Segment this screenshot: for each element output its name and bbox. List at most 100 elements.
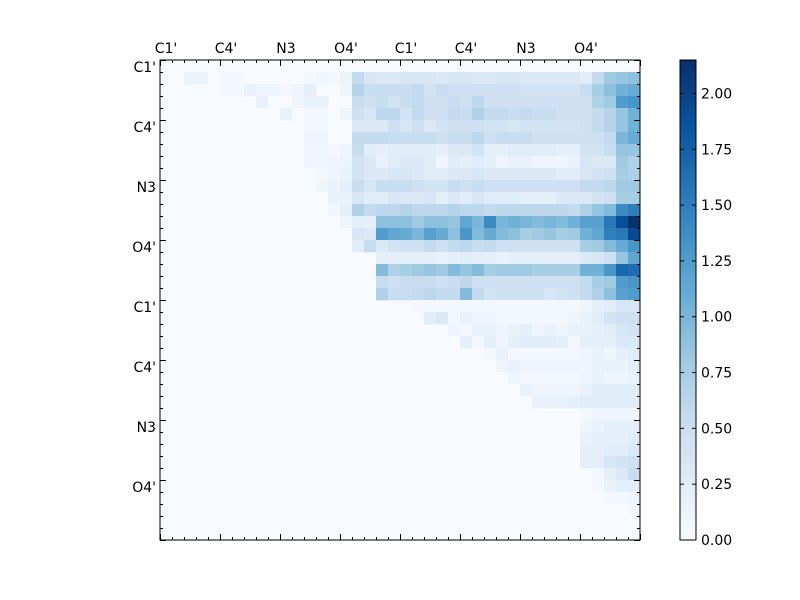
heatmap-cell	[472, 108, 485, 121]
heatmap-cell	[388, 84, 401, 97]
heatmap-cell	[184, 72, 197, 85]
heatmap-cell	[424, 276, 437, 289]
heatmap-cell	[364, 192, 377, 205]
heatmap-cell	[436, 168, 449, 181]
heatmap-cell	[604, 180, 617, 193]
heatmap-cell	[304, 144, 317, 157]
heatmap-cell	[580, 192, 593, 205]
heatmap-cell	[556, 192, 569, 205]
heatmap-cell	[532, 204, 545, 217]
colorbar-tick-label: 0.75	[701, 366, 732, 382]
heatmap-cell	[280, 108, 293, 121]
heatmap-cell	[388, 288, 401, 301]
heatmap-cell	[376, 180, 389, 193]
heatmap-cell	[472, 288, 485, 301]
heatmap-cell	[604, 216, 617, 229]
heatmap-cell	[508, 240, 521, 253]
heatmap-cell	[376, 276, 389, 289]
heatmap-cell	[556, 144, 569, 157]
heatmap-cell	[556, 204, 569, 217]
y-tick-label: N3	[137, 180, 156, 196]
heatmap-cell	[448, 300, 461, 313]
x-tick-label: O4'	[334, 41, 358, 57]
heatmap-cell	[460, 324, 473, 337]
heatmap-cell	[400, 180, 413, 193]
heatmap-cell	[424, 96, 437, 109]
heatmap-cell	[604, 348, 617, 361]
heatmap-cell	[436, 312, 449, 325]
heatmap-cell	[376, 156, 389, 169]
heatmap-cell	[544, 348, 557, 361]
heatmap-cell	[400, 204, 413, 217]
heatmap-cell	[592, 444, 605, 457]
heatmap-cell	[448, 228, 461, 241]
heatmap-cell	[592, 180, 605, 193]
heatmap-cell	[628, 360, 641, 373]
heatmap-cell	[520, 204, 533, 217]
heatmap-cell	[484, 84, 497, 97]
heatmap-cell	[340, 216, 353, 229]
heatmap-cell	[436, 180, 449, 193]
heatmap-cell	[400, 228, 413, 241]
heatmap-cell	[340, 180, 353, 193]
heatmap-cell	[580, 444, 593, 457]
heatmap-cell	[604, 120, 617, 133]
heatmap-cell	[388, 240, 401, 253]
heatmap-cell	[616, 228, 629, 241]
heatmap-cell	[568, 132, 581, 145]
heatmap-cell	[412, 132, 425, 145]
heatmap-cell	[556, 264, 569, 277]
heatmap-cell	[604, 360, 617, 373]
heatmap-cell	[616, 120, 629, 133]
heatmap-cell	[364, 144, 377, 157]
heatmap-cell	[352, 192, 365, 205]
heatmap-cell	[448, 204, 461, 217]
heatmap-cell	[604, 372, 617, 385]
heatmap-cell	[508, 360, 521, 373]
heatmap-cell	[580, 384, 593, 397]
heatmap-cell	[412, 216, 425, 229]
heatmap-cell	[628, 516, 641, 529]
heatmap-cell	[448, 168, 461, 181]
heatmap-cell	[424, 120, 437, 133]
heatmap-cell	[496, 144, 509, 157]
heatmap-cell	[376, 96, 389, 109]
heatmap-cell	[412, 96, 425, 109]
heatmap-cell	[580, 288, 593, 301]
heatmap-cell	[520, 144, 533, 157]
heatmap-cell	[532, 252, 545, 265]
heatmap-cell	[532, 240, 545, 253]
heatmap-cell	[532, 288, 545, 301]
heatmap-cell	[544, 360, 557, 373]
heatmap-cell	[556, 216, 569, 229]
heatmap-cell	[304, 156, 317, 169]
heatmap-cell	[376, 288, 389, 301]
heatmap-cell	[508, 96, 521, 109]
heatmap-cell	[556, 372, 569, 385]
heatmap-cell	[544, 240, 557, 253]
heatmap-cell	[508, 264, 521, 277]
heatmap-cell	[364, 96, 377, 109]
heatmap-cell	[556, 252, 569, 265]
heatmap-cell	[508, 288, 521, 301]
heatmap-cell	[592, 216, 605, 229]
heatmap-cell	[628, 108, 641, 121]
heatmap-cell	[484, 204, 497, 217]
heatmap-cell	[400, 168, 413, 181]
heatmap-cell	[616, 240, 629, 253]
heatmap-cell	[508, 108, 521, 121]
heatmap-cell	[532, 144, 545, 157]
heatmap-cell	[628, 144, 641, 157]
heatmap-cell	[520, 312, 533, 325]
heatmap-cell	[580, 204, 593, 217]
heatmap-cell	[604, 156, 617, 169]
heatmap-cell	[616, 84, 629, 97]
heatmap-cell	[568, 276, 581, 289]
heatmap-cell	[436, 264, 449, 277]
heatmap-cell	[628, 420, 641, 433]
heatmap-cell	[520, 96, 533, 109]
heatmap-cell	[376, 84, 389, 97]
heatmap-cell	[580, 408, 593, 421]
heatmap-cell	[412, 228, 425, 241]
heatmap-cell	[604, 252, 617, 265]
